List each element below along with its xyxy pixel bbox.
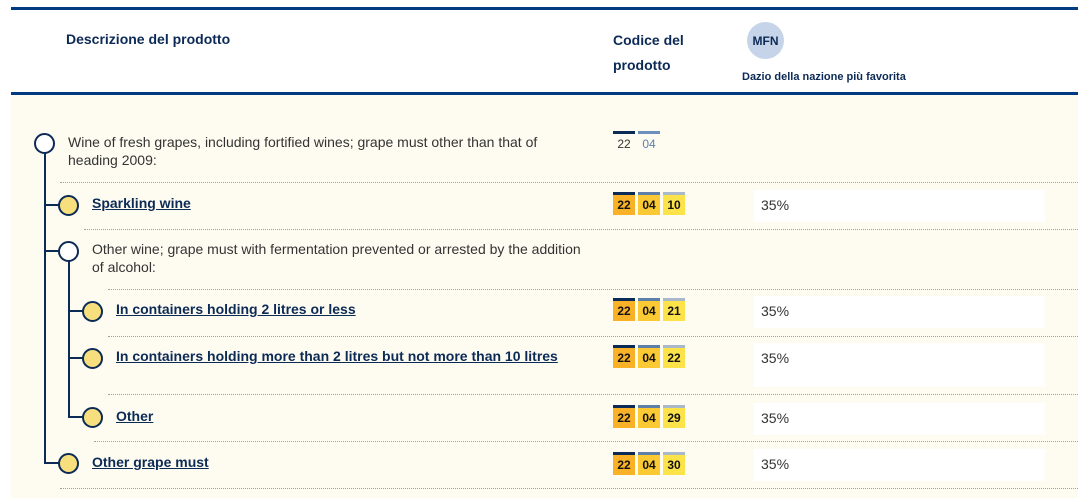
- product-code: 22 04 30: [613, 452, 685, 475]
- code-segment-subheading: 21: [663, 298, 685, 321]
- tree-line-root: [44, 152, 46, 463]
- tree-node-root: [34, 133, 55, 154]
- tree-branch: [44, 462, 62, 464]
- product-link-sparkling-wine[interactable]: Sparkling wine: [92, 195, 191, 211]
- row-separator: [108, 336, 1078, 337]
- code-segment-heading: 04: [638, 131, 660, 154]
- code-segment-subheading: 10: [663, 192, 685, 215]
- product-link-other[interactable]: Other: [116, 408, 154, 424]
- mfn-rate: 35%: [754, 403, 1045, 435]
- tree-node-branch: [58, 241, 79, 262]
- code-segment-chapter: 22: [613, 192, 635, 215]
- top-rule: [11, 7, 1078, 10]
- code-segment-subheading: 22: [663, 345, 685, 368]
- tree-node-leaf: [82, 348, 103, 369]
- tree-node-leaf: [82, 301, 103, 322]
- product-code: 22 04 21: [613, 298, 685, 321]
- code-segment-chapter: 22: [613, 405, 635, 428]
- row-separator: [60, 488, 1078, 489]
- tree-line-level2: [68, 258, 70, 416]
- header-description-label: Descrizione del prodotto: [66, 31, 231, 47]
- code-segment-chapter: 22: [613, 345, 635, 368]
- product-code: 22 04: [613, 131, 660, 154]
- tree-branch: [68, 357, 85, 359]
- tree-branch: [44, 250, 62, 252]
- code-segment-subheading: 29: [663, 405, 685, 428]
- product-description: Other wine; grape must with fermentation…: [92, 241, 581, 275]
- mfn-subtitle: Dazio della nazione più favorita: [742, 71, 906, 83]
- tree-branch: [68, 416, 85, 418]
- row-separator: [84, 229, 1078, 230]
- row-separator: [94, 441, 1078, 442]
- code-segment-heading: 04: [638, 192, 660, 215]
- code-segment-chapter: 22: [613, 452, 635, 475]
- tree-branch: [44, 204, 62, 206]
- tree-node-leaf: [58, 453, 79, 474]
- product-code: 22 04 10: [613, 192, 685, 215]
- row-separator: [108, 289, 1078, 290]
- mfn-rate: 35%: [754, 449, 1045, 481]
- code-segment-chapter: 22: [613, 131, 635, 154]
- mfn-badge: MFN: [747, 22, 784, 59]
- product-code: 22 04 29: [613, 405, 685, 428]
- mfn-rate: 35%: [754, 296, 1045, 328]
- tree-branch: [68, 310, 85, 312]
- mfn-rate: 35%: [754, 190, 1045, 222]
- header-code-label-line1: Codice del: [613, 32, 684, 48]
- product-link-containers-2l-to-10l[interactable]: In containers holding more than 2 litres…: [116, 348, 558, 364]
- code-segment-heading: 04: [638, 452, 660, 475]
- product-description: Wine of fresh grapes, including fortifie…: [68, 134, 538, 168]
- code-segment-heading: 04: [638, 298, 660, 321]
- header-code-label-line2: prodotto: [613, 57, 671, 73]
- product-code: 22 04 22: [613, 345, 685, 368]
- header-code-label: Codice del prodotto: [613, 28, 713, 78]
- product-link-containers-2l-or-less[interactable]: In containers holding 2 litres or less: [116, 301, 356, 317]
- row-separator: [60, 182, 1078, 183]
- product-link-other-grape-must[interactable]: Other grape must: [92, 454, 209, 470]
- row-separator: [108, 394, 1078, 395]
- mfn-rate: 35%: [754, 343, 1045, 387]
- code-segment-subheading: 30: [663, 452, 685, 475]
- code-segment-chapter: 22: [613, 298, 635, 321]
- tree-node-leaf: [58, 195, 79, 216]
- header-rule: [11, 92, 1078, 95]
- code-segment-heading: 04: [638, 345, 660, 368]
- code-segment-heading: 04: [638, 405, 660, 428]
- tree-node-leaf: [82, 407, 103, 428]
